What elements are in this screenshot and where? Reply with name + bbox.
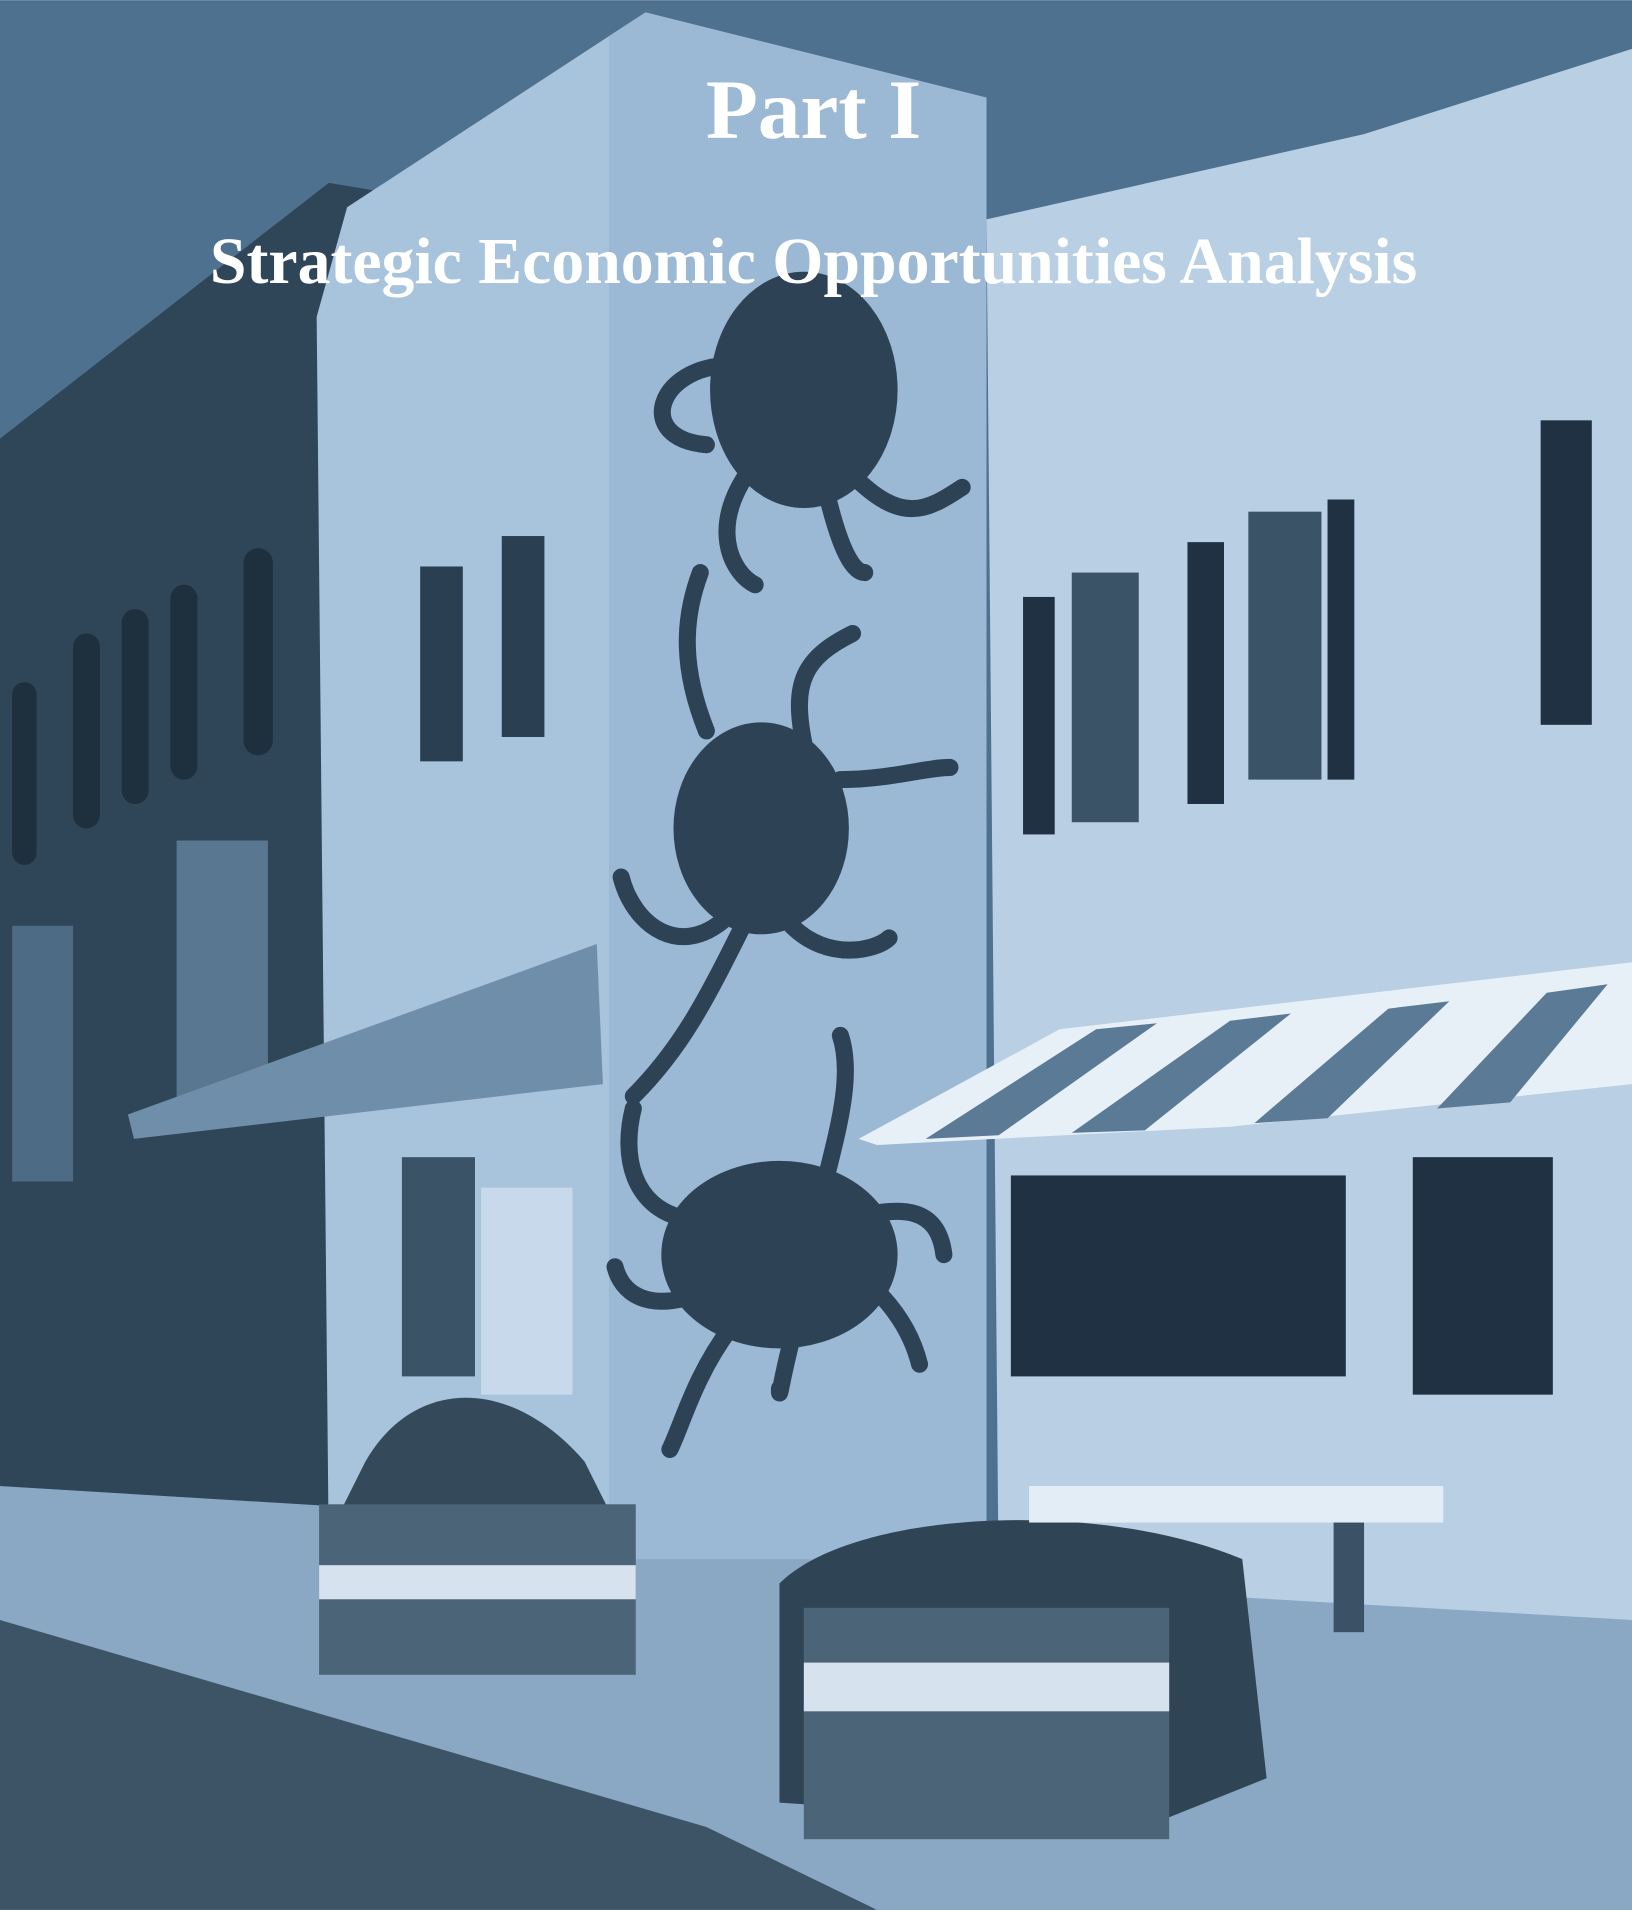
middle-windows-part (481, 1187, 573, 1395)
middle-windows (401, 536, 573, 1395)
right-windows-part (1023, 596, 1055, 835)
crab-mural-part (661, 1160, 898, 1349)
crab-mural-part (653, 357, 971, 594)
right-windows-part (1248, 511, 1322, 780)
middle-windows-part (401, 1157, 475, 1377)
awning-stripes-part (1254, 1001, 1450, 1124)
left-windows-part (243, 548, 273, 756)
left-windows-part (73, 633, 100, 829)
left-windows (12, 548, 273, 1182)
planters (319, 1397, 1444, 1840)
awning-stripes (925, 984, 1608, 1139)
planters-part (1333, 1522, 1365, 1633)
right-windows-part (1071, 572, 1139, 823)
right-windows-part (1327, 499, 1355, 780)
middle-windows-part (420, 566, 463, 762)
cover-subtitle: Strategic Economic Opportunities Analysi… (210, 225, 1417, 298)
awning-stripes-part (1437, 984, 1608, 1109)
street (0, 1619, 877, 1910)
planters-part (319, 1565, 636, 1600)
awning-stripes-part (925, 1023, 1158, 1139)
right-windows-part (1187, 542, 1224, 804)
crab-mural-part (606, 1026, 953, 1458)
planters-part (803, 1662, 1170, 1712)
right-windows (1010, 420, 1592, 1395)
right-windows-part (1540, 420, 1592, 725)
left-awning (127, 944, 603, 1139)
right-windows-part (1412, 1157, 1553, 1395)
right-windows-part (1010, 1175, 1346, 1377)
left-windows-part (121, 609, 149, 804)
crab-mural-part (673, 722, 849, 935)
left-windows-part (12, 682, 37, 865)
planters-part (341, 1397, 609, 1511)
left-windows-part (170, 584, 198, 780)
left-windows-part (12, 925, 74, 1182)
planters-part (803, 1607, 1170, 1840)
awning-stripes-part (1071, 1013, 1291, 1133)
crab-mural (606, 271, 971, 1458)
middle-windows-part (501, 536, 545, 737)
crab-mural-part (710, 271, 898, 509)
cover-title: Part I (706, 63, 921, 157)
crab-mural-part (612, 564, 959, 1105)
planters-part (1029, 1486, 1444, 1523)
